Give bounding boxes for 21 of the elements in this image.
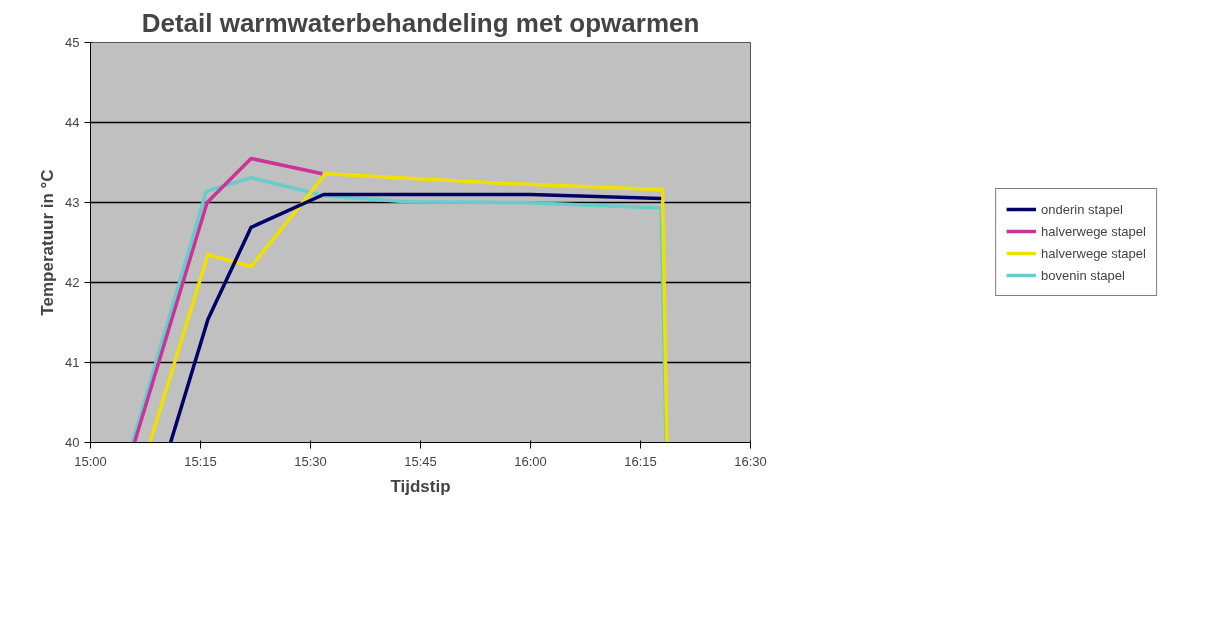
legend-label: onderin stapel xyxy=(1041,201,1123,217)
chart-title: Detail warmwaterbehandeling met opwarmen xyxy=(141,7,700,38)
y-tick-label: 44 xyxy=(65,115,80,130)
y-axis-title: Temperatuur in °C xyxy=(38,169,58,316)
x-tick-label: 16:00 xyxy=(514,453,547,469)
legend-label: bovenin stapel xyxy=(1041,267,1125,283)
y-tick-label: 40 xyxy=(65,435,80,450)
x-tick-label: 15:30 xyxy=(294,453,327,469)
y-tick-label: 45 xyxy=(65,35,80,50)
x-tick-label: 15:00 xyxy=(74,453,107,469)
legend-label: halverwege stapel xyxy=(1041,245,1146,261)
y-tick-label: 42 xyxy=(65,275,80,290)
x-tick-label: 16:30 xyxy=(734,453,767,469)
y-tick-label: 41 xyxy=(65,355,80,370)
x-tick-label: 16:15 xyxy=(624,453,657,469)
x-tick-label: 15:15 xyxy=(184,453,217,469)
x-tick-label: 15:45 xyxy=(404,453,437,469)
y-tick-label: 43 xyxy=(65,195,80,210)
line-series xyxy=(132,156,325,443)
legend-label: halverwege stapel xyxy=(1041,223,1146,239)
x-axis-title: Tijdstip xyxy=(390,476,451,496)
